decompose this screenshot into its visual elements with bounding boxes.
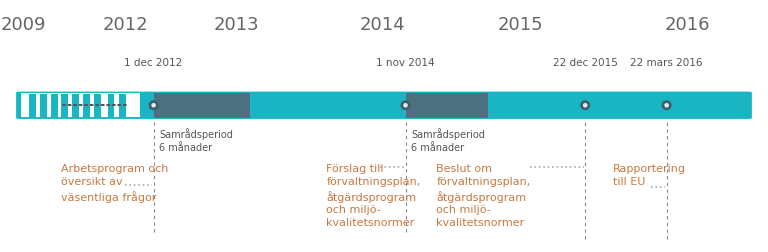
Ellipse shape [583, 104, 588, 108]
FancyBboxPatch shape [21, 94, 140, 118]
FancyBboxPatch shape [94, 94, 101, 117]
Text: 2013: 2013 [214, 16, 260, 34]
Text: 22 dec 2015: 22 dec 2015 [553, 58, 617, 68]
Text: 2015: 2015 [498, 16, 544, 34]
Ellipse shape [580, 101, 591, 111]
FancyBboxPatch shape [406, 93, 488, 118]
FancyBboxPatch shape [40, 94, 47, 117]
Text: 2012: 2012 [102, 16, 148, 34]
FancyBboxPatch shape [154, 93, 250, 118]
Text: 1 nov 2014: 1 nov 2014 [376, 58, 435, 68]
FancyBboxPatch shape [72, 94, 79, 117]
Ellipse shape [400, 101, 411, 111]
Ellipse shape [664, 104, 669, 108]
Text: Samrådsperiod
6 månader: Samrådsperiod 6 månader [411, 127, 485, 152]
Text: 1 dec 2012: 1 dec 2012 [124, 58, 183, 68]
FancyBboxPatch shape [51, 94, 58, 117]
FancyBboxPatch shape [16, 92, 752, 119]
FancyBboxPatch shape [119, 94, 126, 117]
Text: 2009: 2009 [0, 16, 46, 34]
FancyBboxPatch shape [83, 94, 90, 117]
Ellipse shape [151, 104, 156, 108]
Text: Beslut om
förvaltningsplan,
åtgärdsprogram
och miljö-
kvalitetsnormer: Beslut om förvaltningsplan, åtgärdsprogr… [436, 164, 531, 227]
Ellipse shape [661, 101, 672, 111]
Text: Rapportering
till EU: Rapportering till EU [613, 164, 686, 186]
Ellipse shape [403, 104, 408, 108]
FancyBboxPatch shape [29, 94, 36, 117]
Text: Samrådsperiod
6 månader: Samrådsperiod 6 månader [159, 127, 233, 152]
FancyBboxPatch shape [61, 94, 68, 117]
Ellipse shape [148, 101, 159, 111]
Text: Förslag till
förvaltningsplan,
åtgärdsprogram
och miljö-
kvalitetsnormer: Förslag till förvaltningsplan, åtgärdspr… [326, 164, 421, 227]
FancyBboxPatch shape [108, 94, 114, 117]
Text: 2014: 2014 [359, 16, 406, 34]
Text: Arbetsprogram och
översikt av
väsentliga frågor: Arbetsprogram och översikt av väsentliga… [61, 164, 169, 202]
Text: 22 mars 2016: 22 mars 2016 [631, 58, 703, 68]
Text: 2016: 2016 [664, 16, 710, 34]
